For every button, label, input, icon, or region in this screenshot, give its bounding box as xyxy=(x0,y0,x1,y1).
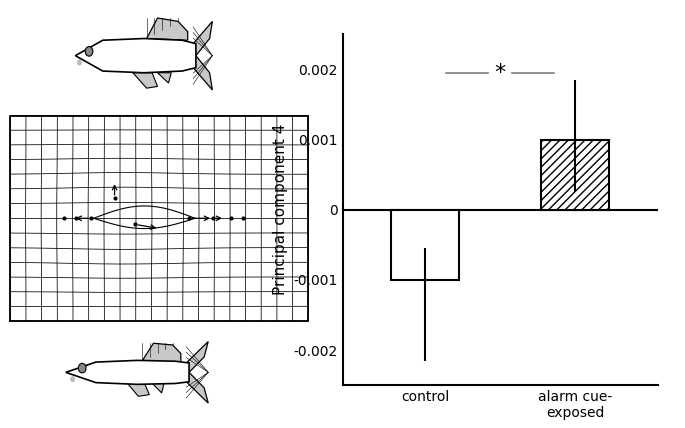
Polygon shape xyxy=(186,342,208,403)
Polygon shape xyxy=(75,39,196,73)
Polygon shape xyxy=(142,343,181,363)
Polygon shape xyxy=(66,360,189,384)
Y-axis label: Principal component 4: Principal component 4 xyxy=(273,124,288,295)
Bar xyxy=(541,140,609,210)
Text: *: * xyxy=(495,63,506,83)
Polygon shape xyxy=(151,382,164,393)
Circle shape xyxy=(85,47,93,56)
Circle shape xyxy=(78,363,86,373)
Polygon shape xyxy=(193,21,212,90)
Circle shape xyxy=(77,59,82,65)
Polygon shape xyxy=(147,18,188,40)
Circle shape xyxy=(70,376,75,382)
Polygon shape xyxy=(133,73,158,88)
Bar xyxy=(391,210,459,280)
Polygon shape xyxy=(126,382,149,396)
Polygon shape xyxy=(158,73,171,83)
